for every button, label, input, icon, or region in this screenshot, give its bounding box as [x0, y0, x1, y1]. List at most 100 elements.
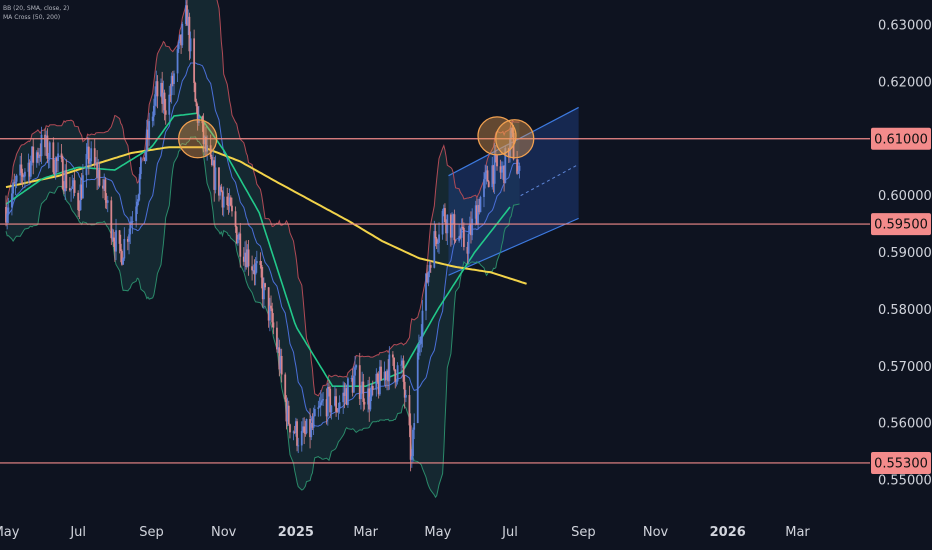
candle [39, 143, 42, 162]
candle-body [136, 201, 139, 207]
candle-body [13, 182, 16, 184]
candle-body [268, 305, 271, 321]
candle-body [135, 206, 138, 222]
candle-body [97, 169, 100, 178]
candle [113, 231, 116, 262]
candle-body [355, 365, 358, 368]
candle [219, 184, 222, 200]
candlesticks [5, 0, 521, 472]
candle [64, 164, 67, 200]
candle-body [236, 239, 239, 244]
candle [71, 174, 74, 190]
price-tick-label: 0.60000 [878, 189, 932, 204]
candle [268, 297, 271, 332]
candle [57, 142, 59, 173]
candle-body [145, 129, 148, 152]
candle [112, 229, 115, 247]
candle [35, 150, 38, 168]
candle-body [289, 424, 291, 433]
candle [87, 137, 90, 175]
candle [15, 173, 18, 189]
candle [139, 156, 142, 180]
candle [28, 159, 31, 184]
candle [496, 154, 498, 171]
candle-body [393, 357, 395, 370]
candle [73, 171, 76, 197]
bb-lower-line [5, 136, 520, 499]
candle [354, 356, 356, 386]
candle [502, 161, 504, 181]
candle-body [170, 75, 173, 96]
candle [218, 167, 220, 202]
candle-body [427, 272, 430, 283]
candle [360, 386, 362, 410]
candle-body [259, 260, 262, 266]
candle [338, 395, 341, 414]
candle [82, 164, 84, 199]
candle [188, 12, 191, 61]
time-tick-label: 2025 [278, 525, 314, 540]
candle-body [239, 233, 242, 257]
candle-body [218, 167, 220, 196]
candle [187, 9, 190, 36]
candle-body [483, 179, 485, 197]
candle-body [500, 169, 503, 173]
candle-body [336, 411, 339, 413]
candle [419, 336, 421, 356]
candle-body [119, 243, 122, 252]
candle-body [68, 188, 71, 191]
candle-body [48, 142, 51, 158]
candle [89, 158, 91, 169]
candle-body [86, 146, 89, 154]
candle [287, 400, 290, 426]
candle-body [71, 186, 74, 189]
candle-body [387, 370, 390, 382]
candle-body [261, 277, 264, 300]
candle-body [227, 205, 230, 206]
candle [391, 351, 394, 366]
candle-body [203, 136, 206, 145]
candle-body [478, 204, 481, 213]
candle [247, 240, 250, 276]
candle [438, 222, 440, 254]
candle [492, 164, 495, 193]
candle [244, 241, 246, 272]
candle-body [367, 388, 369, 405]
candle-body [470, 223, 472, 236]
candle [136, 199, 139, 215]
candle-body [229, 197, 232, 206]
candle [504, 145, 507, 184]
bollinger-band-fill [6, 0, 520, 498]
candle-body [377, 381, 380, 395]
candle-body [270, 305, 272, 309]
candle-body [264, 283, 267, 288]
candle-body [154, 94, 156, 106]
candle [466, 241, 469, 264]
time-tick-label: Nov [643, 525, 669, 540]
candle-body [347, 378, 349, 405]
candle [319, 390, 322, 417]
candle [118, 229, 121, 254]
candle [162, 80, 165, 114]
candle-body [171, 75, 174, 84]
candle-body [276, 327, 278, 350]
candle-body [335, 396, 337, 412]
candle [143, 157, 146, 162]
candle [285, 395, 288, 430]
candle-body [371, 385, 374, 390]
candle-body [287, 405, 290, 425]
candle [164, 98, 167, 125]
candle [236, 234, 239, 246]
indicator-legend: BB (20, SMA, close, 2) MA Cross (50, 200… [3, 4, 69, 22]
candle-body [468, 223, 471, 235]
candle [271, 302, 274, 328]
level-label-box [871, 213, 931, 236]
candle [371, 380, 374, 396]
candle-body [267, 287, 270, 321]
candle [103, 173, 106, 191]
candle-body [111, 237, 114, 239]
candle-body [93, 148, 96, 164]
candle-body [435, 238, 438, 244]
candle [205, 126, 207, 157]
